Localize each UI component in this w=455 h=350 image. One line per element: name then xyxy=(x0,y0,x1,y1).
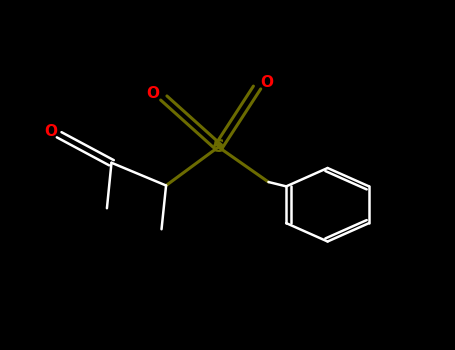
Text: O: O xyxy=(45,125,57,139)
Text: S: S xyxy=(212,138,224,156)
Text: O: O xyxy=(146,86,159,101)
Text: O: O xyxy=(261,75,273,90)
